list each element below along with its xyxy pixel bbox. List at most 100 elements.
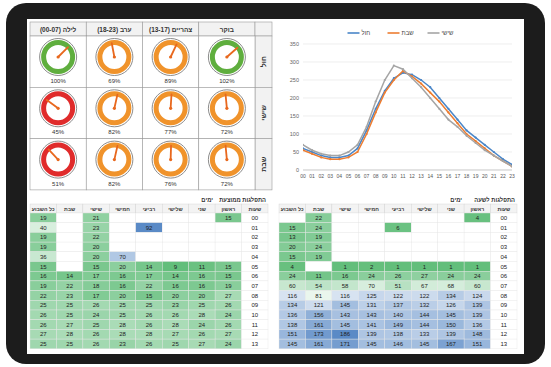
column-header (438, 204, 464, 213)
point (502, 160, 504, 162)
heat-cell (30, 271, 56, 281)
point (456, 122, 458, 124)
hour-cell (242, 271, 268, 281)
gauge-rim (152, 90, 189, 127)
label: 26 (172, 312, 179, 318)
heat-cell (162, 329, 188, 339)
label: 22 (500, 173, 506, 179)
label: 24 (315, 244, 322, 250)
label: 28 (66, 331, 73, 337)
screen (27, 19, 524, 354)
label: 16 (199, 273, 206, 279)
label: 121 (314, 302, 325, 308)
heat-cell (215, 271, 241, 281)
heat-cell (411, 339, 437, 349)
label: 16 (172, 283, 179, 289)
label: 03 (327, 173, 333, 179)
label: 145 (287, 341, 298, 347)
heat-cell (305, 329, 331, 339)
label: 124 (472, 293, 483, 299)
label: 28 (119, 331, 126, 337)
heat-cell (332, 339, 358, 349)
point (420, 86, 422, 88)
heat-cell (438, 232, 464, 242)
grid-line (303, 134, 512, 135)
label: 12 (409, 173, 415, 179)
label: שבת (260, 156, 267, 172)
heat-cell (109, 213, 135, 223)
heat-cell (189, 213, 215, 223)
heat-cell (464, 281, 490, 291)
label: 58 (342, 283, 349, 289)
grid-line (303, 44, 512, 45)
label: 60 (289, 283, 296, 289)
gauge-rim (40, 90, 77, 127)
heat-cell (411, 232, 437, 242)
label: התפלגות לשעה (474, 196, 515, 203)
heat-cell (30, 232, 56, 242)
legend-swatch (428, 32, 440, 34)
gauge-hub (113, 55, 116, 58)
label: 67 (421, 283, 428, 289)
label: 131 (367, 302, 378, 308)
heat-cell (411, 252, 437, 262)
label: 148 (472, 331, 483, 337)
hour-cell (242, 252, 268, 262)
heat-cell (385, 300, 411, 310)
heat-cell (56, 291, 82, 301)
gauge-needle (170, 94, 173, 108)
heat-cell (162, 291, 188, 301)
heat-cell (358, 320, 384, 330)
point (502, 160, 504, 162)
heat-cell (358, 310, 384, 320)
label: 25 (40, 341, 47, 347)
label: 09 (500, 302, 507, 308)
heat-cell (279, 213, 305, 223)
heat-cell (305, 339, 331, 349)
label: 05 (251, 264, 258, 270)
label: 20 (119, 293, 126, 299)
heat-cell (136, 252, 162, 262)
x-axis (303, 170, 512, 171)
label: 24 (225, 312, 232, 318)
heat-cell (215, 300, 241, 310)
point (429, 92, 431, 94)
point (320, 156, 322, 158)
gauge-needle (47, 100, 58, 108)
heat-cell (215, 223, 241, 233)
heat-cell (109, 252, 135, 262)
gauge-ring (100, 94, 129, 123)
gauge-needle (170, 146, 172, 160)
label: 186 (340, 331, 351, 337)
label: 145 (446, 312, 457, 318)
point (438, 108, 440, 110)
heat-cell (279, 291, 305, 301)
heat-cell (109, 329, 135, 339)
label: 25 (40, 302, 47, 308)
heat-cell (385, 223, 411, 233)
label: 70 (119, 254, 126, 260)
heat-cell (56, 213, 82, 223)
label: 116 (287, 293, 297, 299)
label: 100% (50, 78, 66, 84)
line-chart: 0501001502002503003500001020304050607080… (290, 29, 515, 179)
heat-cell (332, 291, 358, 301)
label: 17 (146, 273, 153, 279)
label: 139 (367, 331, 378, 337)
gauge-cell (30, 139, 86, 190)
heat-cell (332, 262, 358, 272)
label: 25 (66, 341, 73, 347)
heat-cell (83, 310, 109, 320)
heat-cell (56, 320, 82, 330)
label: 08 (251, 293, 258, 299)
label: 16 (342, 273, 349, 279)
label: 26 (199, 331, 206, 337)
label: 10 (251, 312, 258, 318)
label: 23 (119, 341, 126, 347)
label: 22 (146, 283, 153, 289)
label: 36 (40, 254, 47, 260)
heat-cell (464, 262, 490, 272)
label: 138 (393, 331, 404, 337)
label: 26 (225, 322, 232, 328)
label: 89% (165, 78, 178, 84)
